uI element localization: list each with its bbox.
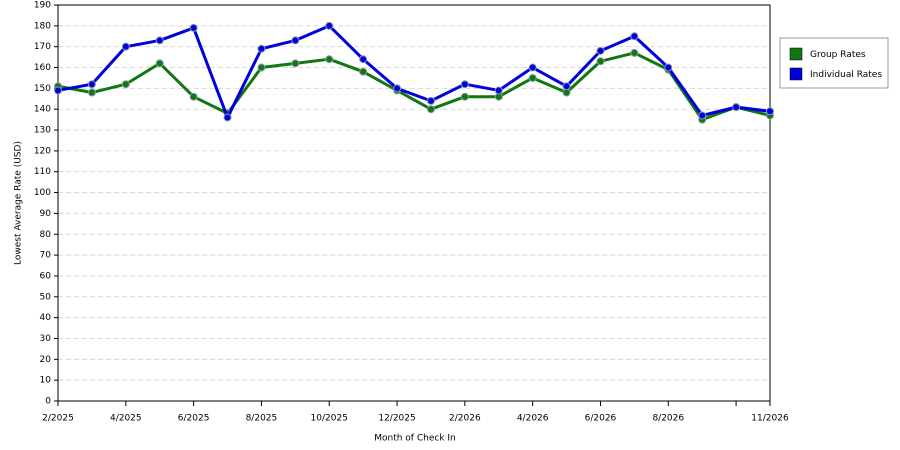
data-point bbox=[494, 86, 503, 95]
data-point bbox=[732, 103, 741, 112]
series-line bbox=[57, 24, 771, 120]
data-point bbox=[223, 113, 232, 122]
x-tick-label: 2/2025 bbox=[42, 414, 74, 424]
plot-frame bbox=[57, 4, 771, 402]
y-tick-label: 180 bbox=[34, 21, 51, 31]
data-point bbox=[359, 67, 368, 76]
data-point bbox=[155, 59, 164, 68]
data-point bbox=[121, 80, 130, 89]
y-tick-label: 50 bbox=[40, 292, 52, 302]
data-point bbox=[155, 36, 164, 45]
legend-swatch bbox=[789, 47, 803, 61]
data-point bbox=[189, 92, 198, 101]
x-tick-label: 6/2025 bbox=[178, 414, 210, 424]
data-point bbox=[460, 92, 469, 101]
data-point bbox=[562, 82, 571, 91]
y-tick-label: 110 bbox=[34, 167, 51, 177]
y-tick-label: 130 bbox=[34, 126, 51, 136]
data-point bbox=[596, 57, 605, 66]
data-point bbox=[766, 107, 774, 116]
legend-swatch bbox=[789, 67, 803, 81]
legend-box bbox=[779, 37, 889, 89]
data-point bbox=[460, 80, 469, 89]
y-axis-label: Lowest Average Rate (USD) bbox=[14, 141, 24, 265]
x-tick-label: 11/2026 bbox=[751, 414, 789, 424]
x-tick-label: 10/2025 bbox=[311, 414, 348, 424]
x-tick-label: 6/2026 bbox=[585, 414, 617, 424]
legend-label: Individual Rates bbox=[810, 70, 882, 80]
y-tick-label: 170 bbox=[34, 42, 51, 52]
legend-label: Group Rates bbox=[810, 50, 866, 60]
y-tick-label: 20 bbox=[40, 355, 52, 365]
y-tick-label: 30 bbox=[40, 334, 52, 344]
data-point bbox=[87, 80, 96, 89]
x-tick-label: 4/2026 bbox=[517, 414, 549, 424]
data-point bbox=[630, 32, 639, 41]
x-tick-label: 4/2025 bbox=[110, 414, 142, 424]
data-point bbox=[359, 55, 368, 64]
y-tick-label: 70 bbox=[40, 251, 52, 261]
data-point bbox=[121, 42, 130, 51]
data-point bbox=[291, 36, 300, 45]
data-point bbox=[664, 63, 673, 72]
y-tick-label: 90 bbox=[40, 209, 52, 219]
data-point bbox=[291, 59, 300, 68]
y-tick-label: 150 bbox=[34, 84, 51, 94]
x-tick-label: 12/2025 bbox=[378, 414, 415, 424]
data-point bbox=[426, 105, 435, 114]
y-tick-label: 160 bbox=[34, 63, 51, 73]
data-point bbox=[325, 21, 334, 30]
series-line bbox=[57, 51, 771, 122]
x-tick-label: 2/2026 bbox=[449, 414, 481, 424]
data-point bbox=[426, 96, 435, 105]
y-tick-label: 10 bbox=[40, 376, 52, 386]
data-point bbox=[189, 23, 198, 32]
y-tick-label: 120 bbox=[34, 146, 51, 156]
x-tick-label: 8/2026 bbox=[652, 414, 684, 424]
y-tick-label: 140 bbox=[34, 105, 51, 115]
data-point bbox=[54, 86, 62, 95]
data-point bbox=[630, 48, 639, 57]
y-tick-label: 190 bbox=[34, 1, 51, 11]
data-point bbox=[257, 44, 266, 53]
data-point bbox=[325, 55, 334, 64]
y-tick-label: 100 bbox=[34, 188, 51, 198]
y-tick-label: 60 bbox=[40, 271, 52, 281]
y-tick-label: 40 bbox=[40, 313, 52, 323]
y-tick-label: 80 bbox=[40, 230, 52, 240]
data-point bbox=[698, 111, 707, 120]
data-point bbox=[528, 63, 537, 72]
data-point bbox=[393, 84, 402, 93]
x-axis-label: Month of Check In bbox=[374, 434, 456, 444]
data-point bbox=[596, 46, 605, 55]
data-point bbox=[257, 63, 266, 72]
y-tick-label: 0 bbox=[45, 397, 51, 407]
x-tick-label: 8/2025 bbox=[246, 414, 278, 424]
data-point bbox=[528, 73, 537, 82]
data-point bbox=[87, 88, 96, 97]
